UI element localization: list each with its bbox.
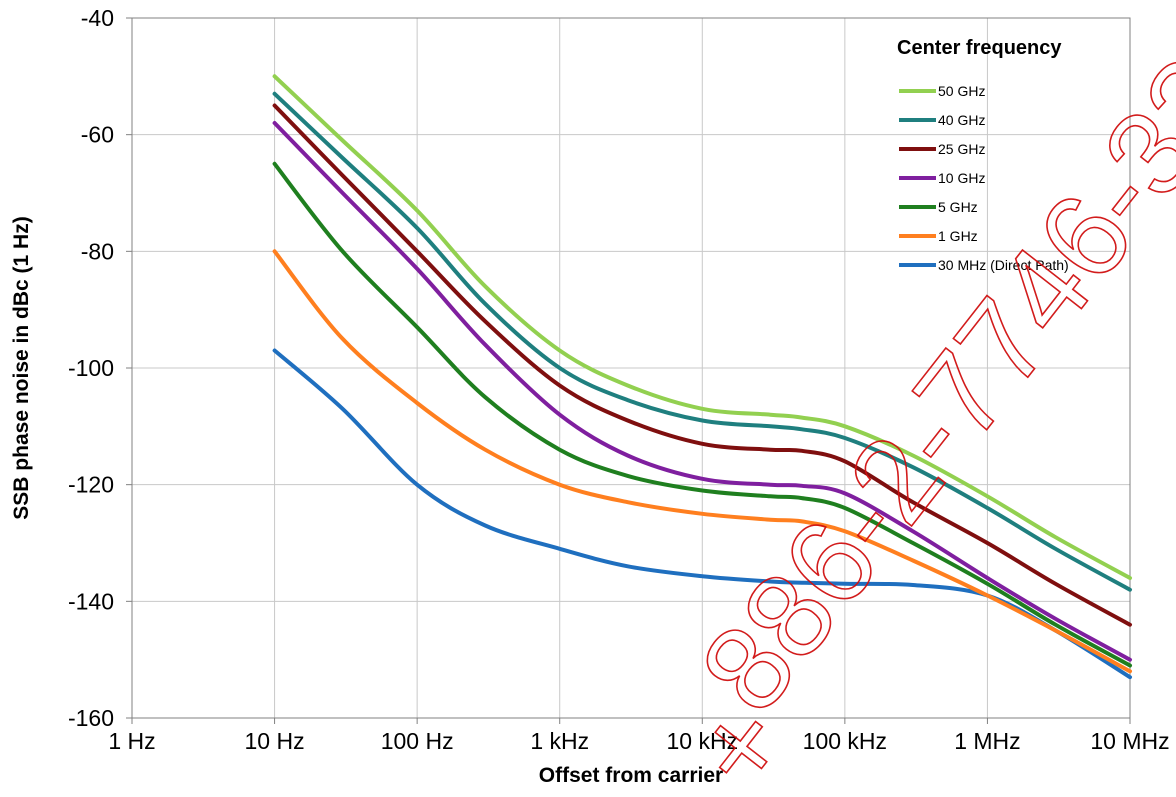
series-line-5-ghz bbox=[272, 161, 1132, 668]
legend-label-30-mhz-direct-path: 30 MHz (Direct Path) bbox=[938, 257, 1069, 273]
x-axis-title: Offset from carrier bbox=[539, 764, 723, 787]
x-tick-label: 1 MHz bbox=[954, 728, 1020, 754]
x-tick-label: 1 kHz bbox=[530, 728, 589, 754]
legend-label-40-ghz: 40 GHz bbox=[938, 112, 985, 128]
x-tick-label: 10 MHz bbox=[1090, 728, 1169, 754]
series-line-10-ghz bbox=[272, 121, 1132, 662]
y-tick-label: -120 bbox=[68, 472, 114, 498]
legend-label-25-ghz: 25 GHz bbox=[938, 141, 985, 157]
y-axis-title: SSB phase noise in dBc (1 Hz) bbox=[10, 216, 33, 519]
y-axis-ticks: -160 -140 -120 -100 -80 -60 -40 bbox=[68, 5, 132, 731]
series-line-1-ghz bbox=[272, 249, 1132, 674]
legend-label-10-ghz: 10 GHz bbox=[938, 170, 985, 186]
legend-label-5-ghz: 5 GHz bbox=[938, 199, 978, 215]
legend-label-1-ghz: 1 GHz bbox=[938, 228, 978, 244]
series-line-25-ghz bbox=[272, 103, 1132, 627]
x-axis-ticks: 1 Hz 10 Hz 100 Hz 1 kHz 10 kHz 100 kHz 1 MHz 10… bbox=[108, 718, 1170, 754]
x-tick-label: 100 kHz bbox=[803, 728, 887, 754]
grid bbox=[132, 18, 1130, 718]
watermark-digits: 886-2-7746-33 bbox=[675, 33, 1176, 736]
x-tick-label: 1 Hz bbox=[108, 728, 155, 754]
y-tick-label: -60 bbox=[81, 122, 114, 148]
y-tick-label: -140 bbox=[68, 588, 114, 614]
y-tick-label: -80 bbox=[81, 238, 114, 264]
series-line-50-ghz bbox=[272, 74, 1132, 580]
x-tick-label: 100 Hz bbox=[381, 728, 454, 754]
y-tick-label: -100 bbox=[68, 355, 114, 381]
series-line-40-ghz bbox=[272, 91, 1132, 592]
legend: Center frequency 50 GHz 40 GHz 25 GHz 10 GH… bbox=[897, 37, 1069, 273]
legend-label-50-ghz: 50 GHz bbox=[938, 83, 985, 99]
x-tick-label: 10 kHz bbox=[666, 728, 738, 754]
y-tick-label: -40 bbox=[81, 5, 114, 31]
legend-title: Center frequency bbox=[897, 37, 1062, 59]
y-tick-label: -160 bbox=[68, 705, 114, 731]
x-tick-label: 10 Hz bbox=[245, 728, 305, 754]
series-lines bbox=[272, 74, 1132, 680]
